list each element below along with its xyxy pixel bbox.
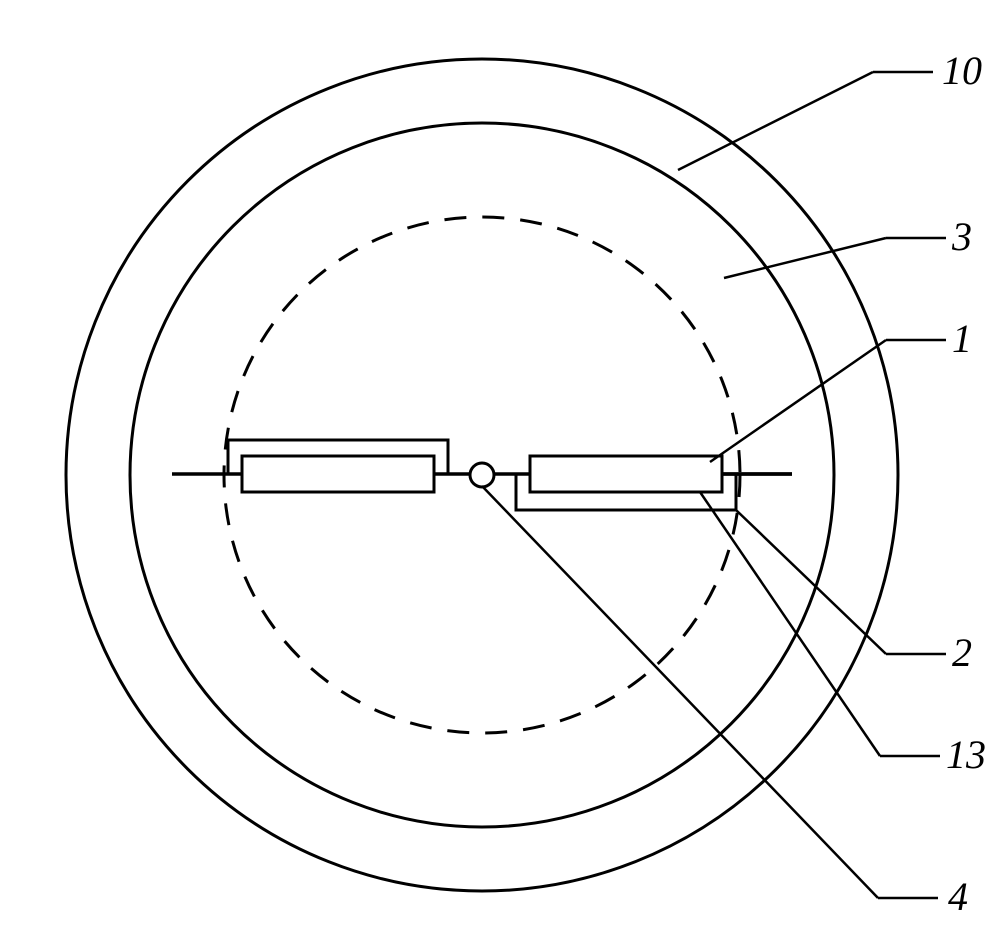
left-slot-inner <box>242 456 434 492</box>
center-hub <box>470 463 494 487</box>
callout-3-label: 3 <box>951 214 972 259</box>
callout-4-label: 4 <box>948 874 968 919</box>
callout-1-label: 1 <box>952 316 972 361</box>
callout-10-label: 10 <box>942 48 982 93</box>
right-slot-inner <box>530 456 722 492</box>
callout-13-label: 13 <box>946 732 986 777</box>
callout-2-label: 2 <box>952 630 972 675</box>
